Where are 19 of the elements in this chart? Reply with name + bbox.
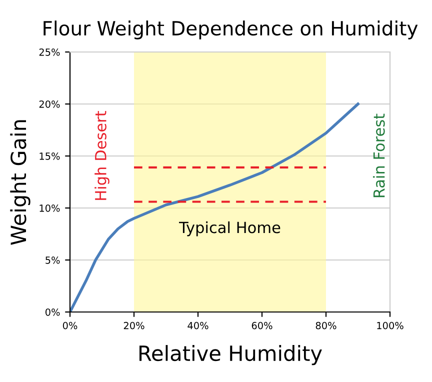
annotation: Rain Forest [373, 114, 385, 198]
x-tick-label: 60% [252, 322, 272, 330]
x-tick-label: 100% [377, 322, 404, 330]
x-tick-label: 40% [188, 322, 208, 330]
y-axis-title: Weight Gain [10, 120, 30, 245]
y-tick-label: 0% [45, 308, 60, 316]
x-axis-title: Relative Humidity [139, 345, 322, 366]
y-tick-label: 5% [46, 256, 60, 264]
y-tick-label: 15% [40, 152, 60, 160]
x-tick-label: 0% [62, 322, 78, 330]
y-tick-label: 20% [39, 100, 60, 108]
y-tick-label: 10% [40, 204, 60, 212]
line-series [70, 102, 360, 312]
x-tick-label: 20% [124, 322, 144, 330]
band-label: Typical Home [179, 221, 280, 236]
x-tick-label: 80% [316, 322, 336, 330]
y-tick-label: 25% [39, 48, 60, 56]
chart-title: Flour Weight Dependence on Humidity [44, 20, 418, 40]
annotation: High Desert [94, 110, 110, 200]
